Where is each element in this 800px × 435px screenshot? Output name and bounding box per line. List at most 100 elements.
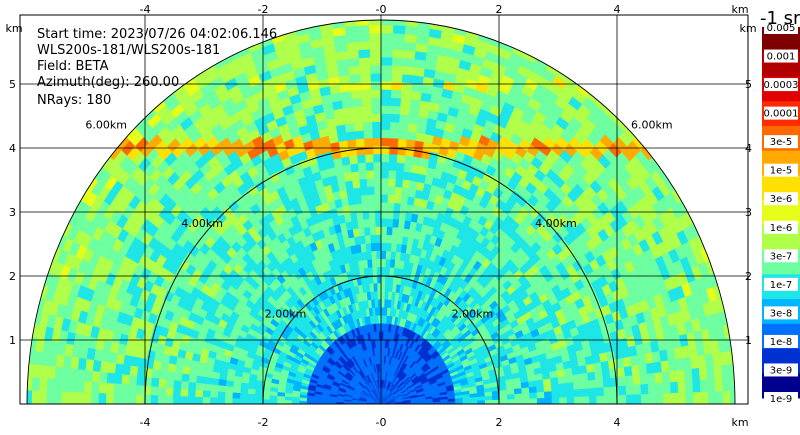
- field-cell: [380, 226, 387, 235]
- y-tick-label-right: 1: [745, 334, 752, 347]
- field-cell: [667, 358, 678, 372]
- field-cell: [380, 290, 385, 300]
- info-field: Field: BETA: [37, 59, 109, 74]
- field-cell: [536, 385, 545, 393]
- field-cell: [580, 380, 589, 390]
- field-cell: [404, 33, 418, 44]
- field-cell: [714, 377, 724, 392]
- field-cell: [62, 355, 72, 369]
- field-cell: [202, 390, 211, 398]
- field-cell: [385, 258, 391, 268]
- field-cell: [662, 381, 672, 394]
- field-cell: [380, 121, 391, 131]
- field-cell: [380, 153, 390, 163]
- field-cell: [370, 250, 377, 260]
- field-cell: [380, 185, 389, 195]
- field-cell: [404, 155, 414, 165]
- colorbar-label: 3e-6: [770, 194, 793, 205]
- field-cell: [383, 307, 388, 316]
- field-cell: [685, 391, 694, 404]
- field-cell: [364, 234, 371, 244]
- field-cell: [380, 56, 393, 66]
- field-cell: [399, 106, 411, 116]
- field-cell: [682, 356, 692, 370]
- field-cell: [558, 389, 568, 398]
- field-cell: [360, 89, 372, 99]
- field-cell: [246, 393, 256, 400]
- field-cell: [211, 371, 221, 380]
- field-cell: [376, 266, 382, 276]
- field-cell: [32, 364, 42, 379]
- field-cell: [358, 57, 371, 67]
- field-cell: [388, 161, 397, 171]
- field-cell: [380, 194, 388, 203]
- field-cell: [646, 372, 656, 384]
- field-cell: [60, 391, 70, 404]
- colorbar: 0.0050.0010.00030.00013e-51e-53e-61e-63e…: [762, 21, 800, 405]
- field-cell: [610, 385, 620, 396]
- field-cell: [648, 393, 657, 404]
- field-cell: [390, 105, 401, 115]
- field-cell: [98, 393, 107, 404]
- field-cell: [254, 398, 263, 404]
- field-cell: [380, 113, 391, 123]
- field-cell: [375, 226, 382, 235]
- field-cell: [371, 121, 382, 131]
- field-cell: [380, 258, 386, 268]
- field-cell: [38, 377, 48, 392]
- field-cell: [391, 49, 405, 59]
- field-cell: [715, 390, 724, 404]
- field-cell: [337, 66, 350, 77]
- field-cell: [521, 398, 530, 404]
- field-cell: [355, 20, 370, 27]
- field-cell: [406, 196, 415, 206]
- field-cell: [403, 220, 411, 230]
- field-cell: [345, 41, 359, 52]
- field-cell: [218, 379, 227, 387]
- field-cell: [376, 282, 382, 292]
- field-cell: [374, 194, 382, 203]
- field-cell: [187, 381, 197, 391]
- field-cell: [366, 178, 375, 187]
- field-cell: [404, 212, 413, 222]
- x-tick-label-bottom: 2: [496, 416, 503, 429]
- field-cell: [380, 282, 386, 292]
- field-cell: [232, 398, 241, 404]
- field-cell: [593, 361, 603, 372]
- field-cell: [254, 389, 263, 396]
- field-cell: [484, 399, 493, 404]
- field-cell: [384, 290, 389, 300]
- field-cell: [91, 370, 101, 383]
- field-cell: [370, 242, 377, 252]
- field-cell: [203, 376, 212, 385]
- field-cell: [173, 380, 182, 390]
- field-cell: [588, 387, 597, 397]
- field-cell: [380, 73, 392, 82]
- field-cell: [369, 56, 382, 66]
- field-cell: [351, 97, 363, 108]
- field-cell: [368, 218, 376, 228]
- field-cell: [655, 382, 664, 394]
- field-cell: [347, 147, 358, 157]
- field-cell: [31, 377, 41, 392]
- field-cell: [135, 385, 144, 396]
- y-axis-unit: km: [5, 22, 22, 35]
- field-cell: [372, 161, 382, 171]
- field-cell: [633, 393, 642, 404]
- field-cell: [152, 360, 162, 371]
- field-cell: [196, 368, 206, 378]
- field-cell: [165, 395, 174, 404]
- field-cell: [187, 396, 196, 404]
- field-cell: [380, 306, 385, 316]
- field-cell: [395, 170, 404, 180]
- field-cell: [374, 218, 382, 227]
- field-cell: [232, 381, 242, 389]
- field-cell: [600, 360, 610, 371]
- field-cell: [380, 266, 386, 276]
- field-cell: [356, 24, 370, 35]
- field-cell: [365, 242, 372, 252]
- field-cell: [159, 361, 169, 372]
- field-cell: [84, 370, 93, 383]
- field-cell: [623, 365, 633, 377]
